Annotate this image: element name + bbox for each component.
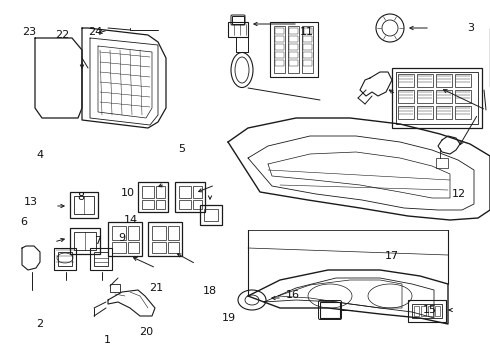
Bar: [289, 44, 298, 50]
Bar: [303, 52, 312, 58]
Bar: [200, 205, 222, 225]
Bar: [428, 306, 433, 316]
Bar: [275, 44, 284, 50]
Text: 21: 21: [149, 283, 163, 293]
Bar: [112, 226, 126, 240]
Bar: [142, 186, 154, 198]
Text: 8: 8: [77, 192, 84, 202]
Bar: [74, 232, 96, 250]
Text: 23: 23: [23, 27, 36, 37]
Text: 19: 19: [222, 312, 236, 323]
Bar: [303, 36, 312, 42]
Bar: [275, 60, 284, 66]
Text: 16: 16: [286, 290, 300, 300]
Bar: [54, 248, 76, 270]
Bar: [152, 242, 166, 253]
Bar: [168, 226, 179, 240]
Bar: [156, 200, 165, 209]
Bar: [70, 228, 100, 254]
Bar: [108, 222, 142, 256]
Bar: [204, 209, 218, 221]
Bar: [396, 72, 478, 124]
Text: 6: 6: [20, 217, 27, 228]
Bar: [320, 302, 340, 318]
Text: 4: 4: [37, 150, 44, 160]
Bar: [148, 222, 182, 256]
Bar: [275, 52, 284, 58]
Text: 1: 1: [104, 335, 111, 345]
Text: 12: 12: [452, 189, 466, 199]
Text: 9: 9: [118, 233, 125, 243]
Bar: [142, 200, 154, 209]
Text: 15: 15: [423, 305, 437, 315]
Text: 3: 3: [467, 23, 474, 33]
Bar: [74, 196, 94, 214]
Bar: [90, 248, 112, 270]
Bar: [112, 242, 126, 253]
Bar: [417, 74, 433, 87]
Bar: [94, 252, 108, 266]
Bar: [303, 44, 312, 50]
Bar: [436, 106, 452, 119]
Bar: [70, 192, 98, 218]
Bar: [303, 28, 312, 34]
Text: 11: 11: [300, 27, 314, 37]
Bar: [193, 200, 202, 209]
Bar: [455, 90, 471, 103]
Bar: [152, 226, 166, 240]
Bar: [168, 242, 179, 253]
Bar: [289, 36, 298, 42]
Bar: [302, 26, 313, 73]
Bar: [156, 186, 165, 198]
Bar: [412, 304, 442, 318]
Bar: [228, 22, 248, 37]
Bar: [421, 306, 426, 316]
Bar: [274, 26, 285, 73]
Bar: [138, 182, 168, 212]
Bar: [455, 74, 471, 87]
Bar: [128, 226, 139, 240]
Text: 22: 22: [55, 30, 70, 40]
Bar: [436, 158, 448, 168]
Bar: [58, 252, 72, 266]
Bar: [110, 284, 120, 292]
Bar: [175, 182, 205, 212]
Bar: [455, 106, 471, 119]
Bar: [289, 60, 298, 66]
Bar: [398, 74, 414, 87]
Text: 20: 20: [139, 327, 153, 337]
Bar: [392, 68, 482, 128]
Bar: [303, 60, 312, 66]
Bar: [193, 186, 202, 198]
Text: 5: 5: [178, 144, 185, 154]
Bar: [275, 28, 284, 34]
Text: 7: 7: [95, 236, 101, 246]
Bar: [179, 200, 191, 209]
Text: 2: 2: [37, 319, 44, 329]
Bar: [288, 26, 299, 73]
Text: 24: 24: [88, 27, 102, 37]
Bar: [128, 242, 139, 253]
Bar: [435, 306, 440, 316]
Bar: [417, 90, 433, 103]
Bar: [398, 106, 414, 119]
Text: 17: 17: [385, 251, 399, 261]
Bar: [270, 22, 318, 77]
Bar: [289, 28, 298, 34]
Bar: [436, 90, 452, 103]
Bar: [414, 306, 419, 316]
Text: 13: 13: [24, 197, 37, 207]
Text: 14: 14: [124, 215, 138, 225]
Bar: [408, 300, 446, 322]
Bar: [417, 106, 433, 119]
Bar: [179, 186, 191, 198]
Bar: [289, 52, 298, 58]
Text: 18: 18: [203, 286, 217, 296]
Bar: [398, 90, 414, 103]
Bar: [436, 74, 452, 87]
Bar: [275, 36, 284, 42]
Text: 10: 10: [121, 188, 134, 198]
Bar: [232, 16, 244, 24]
